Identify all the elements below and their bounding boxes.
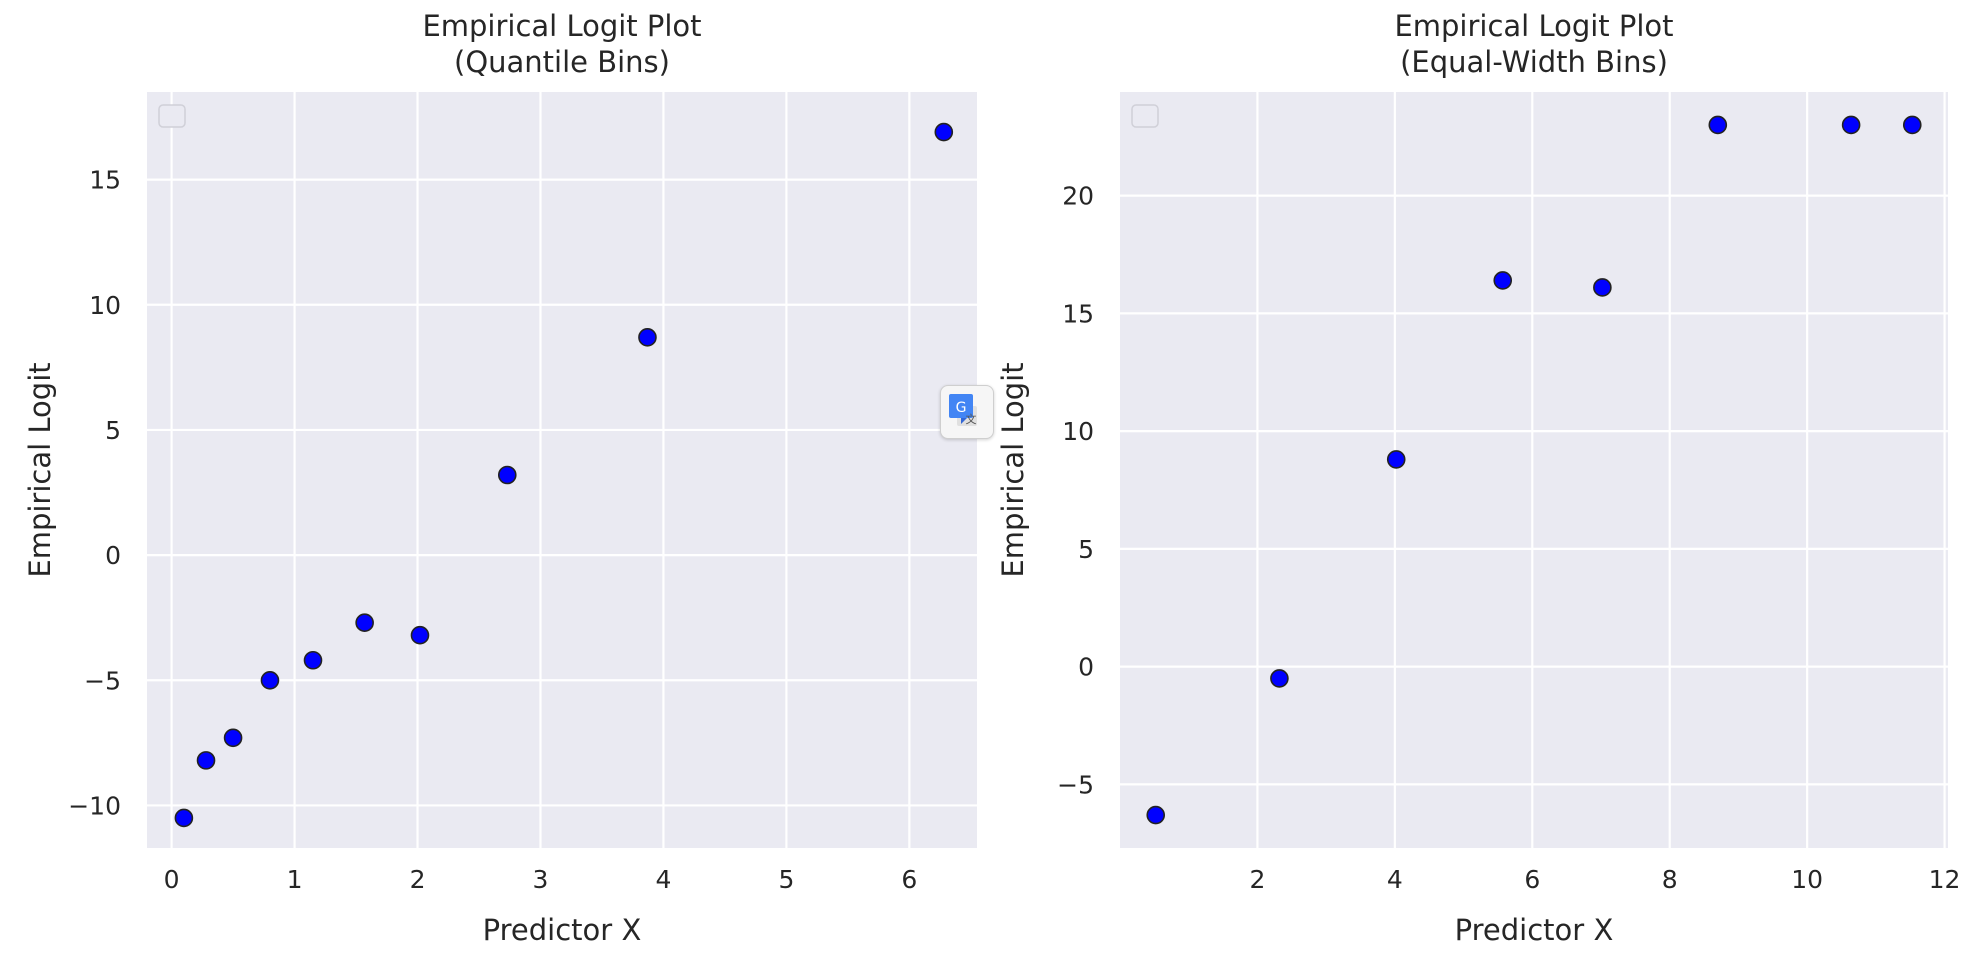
x-tick-label: 1 bbox=[287, 865, 303, 894]
data-point bbox=[1708, 115, 1728, 135]
y-tick-label: 15 bbox=[89, 166, 121, 195]
data-point bbox=[303, 650, 323, 670]
data-point bbox=[934, 122, 954, 142]
x-tick-label: 4 bbox=[1387, 865, 1403, 894]
x-tick-label: 10 bbox=[1791, 865, 1823, 894]
chart-panel-1: 0 1 2 3 4 5 6 −10 −5 0 5 10 15 Empirical Logit Plot (Q… bbox=[23, 9, 977, 947]
x-tick-label: 2 bbox=[410, 865, 426, 894]
data-point bbox=[1902, 115, 1922, 135]
google-translate-icon: G 文 bbox=[949, 394, 977, 426]
chart-title: Empirical Logit Plot (Equal-Width Bins) bbox=[1394, 9, 1673, 79]
y-tick-label: −5 bbox=[1057, 770, 1094, 799]
x-axis-label: Predictor X bbox=[1455, 913, 1614, 947]
data-point bbox=[1493, 271, 1513, 290]
translate-letter: G bbox=[956, 400, 967, 416]
x-tick-label: 2 bbox=[1249, 865, 1265, 894]
y-tick-label: 5 bbox=[1078, 535, 1094, 564]
data-point bbox=[174, 808, 194, 828]
y-tick-label: 0 bbox=[1078, 653, 1094, 682]
y-axis-label: Empirical Logit bbox=[996, 362, 1030, 577]
data-point bbox=[1841, 115, 1861, 135]
data-point bbox=[410, 625, 430, 645]
x-tick-label: 8 bbox=[1662, 865, 1678, 894]
x-tick-label: 6 bbox=[901, 865, 917, 894]
y-tick-label: 10 bbox=[89, 291, 121, 320]
translate-button[interactable]: G 文 bbox=[940, 385, 994, 439]
data-point bbox=[1386, 450, 1406, 469]
data-point bbox=[196, 751, 216, 770]
y-tick-label: 10 bbox=[1062, 417, 1094, 446]
svg-text:文: 文 bbox=[966, 412, 977, 426]
x-tick-label: 5 bbox=[778, 865, 794, 894]
data-point bbox=[260, 670, 280, 690]
y-tick-label: 15 bbox=[1062, 299, 1094, 328]
empty-legend-box bbox=[1131, 104, 1159, 128]
x-tick-label: 12 bbox=[1929, 865, 1961, 894]
data-point bbox=[1593, 278, 1612, 297]
x-tick-label: 6 bbox=[1524, 865, 1540, 894]
y-tick-label: −5 bbox=[84, 666, 121, 695]
empty-legend-box bbox=[158, 104, 186, 128]
x-axis-label: Predictor X bbox=[483, 913, 642, 947]
y-tick-label: −10 bbox=[68, 791, 121, 820]
chart-title: Empirical Logit Plot (Quantile Bins) bbox=[422, 9, 701, 79]
y-axis-label: Empirical Logit bbox=[23, 362, 57, 577]
data-point bbox=[1146, 805, 1166, 825]
y-tick-label: 0 bbox=[105, 541, 121, 570]
data-point bbox=[355, 613, 374, 633]
data-point bbox=[497, 465, 517, 485]
x-tick-label: 0 bbox=[164, 865, 180, 894]
data-point bbox=[1270, 669, 1289, 688]
plot-area bbox=[1120, 92, 1948, 848]
x-tick-label: 3 bbox=[533, 865, 549, 894]
data-point bbox=[638, 328, 657, 347]
chart-panel-2: 2 4 6 8 10 12 −5 0 5 10 15 20 Empirical Logit Plot (E… bbox=[996, 9, 1960, 947]
plot-area bbox=[147, 92, 977, 848]
y-tick-label: 20 bbox=[1062, 182, 1094, 211]
x-tick-label: 4 bbox=[655, 865, 671, 894]
data-point bbox=[223, 728, 243, 748]
y-tick-label: 5 bbox=[105, 416, 121, 445]
